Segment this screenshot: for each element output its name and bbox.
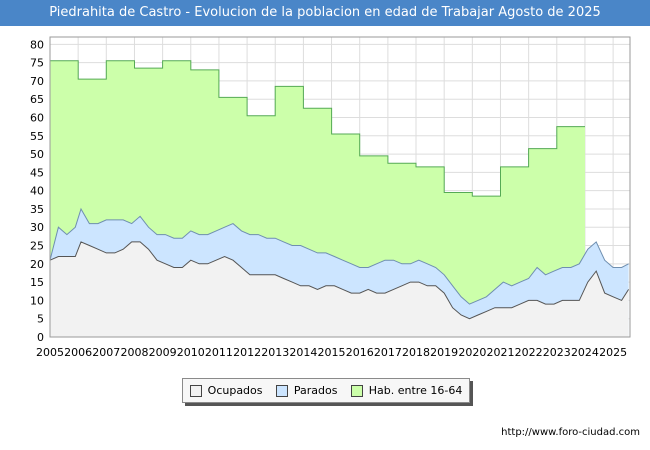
- chart-title: Piedrahita de Castro - Evolucion de la p…: [0, 0, 650, 26]
- x-tick-label-2005: 2005: [36, 346, 64, 359]
- y-tick-label-25: 25: [30, 240, 44, 253]
- y-tick-label-75: 75: [30, 57, 44, 70]
- legend-label-hab: Hab. entre 16-64: [368, 384, 463, 397]
- x-tick-label-2013: 2013: [261, 346, 289, 359]
- line-hab-entre-16-64: [50, 60, 585, 197]
- y-tick-label-45: 45: [30, 166, 44, 179]
- y-tick-label-60: 60: [30, 111, 44, 124]
- x-tick-label-2012: 2012: [233, 346, 261, 359]
- y-tick-label-20: 20: [30, 258, 44, 271]
- y-tick-label-0: 0: [37, 331, 44, 344]
- x-tick-label-2021: 2021: [486, 346, 514, 359]
- y-tick-label-40: 40: [30, 185, 44, 198]
- y-tick-label-5: 5: [37, 313, 44, 326]
- x-tick-label-2008: 2008: [120, 346, 148, 359]
- series-lines: [49, 60, 630, 320]
- x-tick-label-2020: 2020: [458, 346, 486, 359]
- legend-label-ocupados: Ocupados: [207, 384, 263, 397]
- y-tick-label-55: 55: [30, 130, 44, 143]
- y-tick-label-30: 30: [30, 221, 44, 234]
- area-ocupados: [50, 241, 629, 337]
- x-axis: 2005 2006 2007 2008 2009 2010 2011 2012 2013 2014…: [36, 346, 627, 359]
- y-axis: 0 5 10 15 20 25 30 35 40 45 50 55 60 65 70 75 80: [30, 38, 44, 344]
- legend-item-hab: Hab. entre 16-64: [350, 384, 463, 397]
- y-tick-label-10: 10: [30, 294, 44, 307]
- legend-swatch-parados: [275, 384, 288, 397]
- line-ocupados: [49, 241, 630, 320]
- legend-label-parados: Parados: [293, 384, 338, 397]
- x-tick-label-2014: 2014: [289, 346, 317, 359]
- x-tick-label-2010: 2010: [177, 346, 205, 359]
- x-tick-label-2022: 2022: [515, 346, 543, 359]
- x-tick-label-2024: 2024: [571, 346, 599, 359]
- x-tick-label-2011: 2011: [205, 346, 233, 359]
- x-tick-label-2007: 2007: [92, 346, 120, 359]
- series-areas: [50, 60, 629, 338]
- x-tick-label-2023: 2023: [543, 346, 571, 359]
- x-tick-label-2017: 2017: [374, 346, 402, 359]
- plot-frame: [49, 36, 631, 338]
- y-tick-label-80: 80: [30, 38, 44, 51]
- legend: Ocupados Parados Hab. entre 16-64: [182, 378, 470, 403]
- y-tick-label-15: 15: [30, 276, 44, 289]
- y-tick-label-35: 35: [30, 203, 44, 216]
- legend-item-parados: Parados: [275, 384, 338, 397]
- legend-item-ocupados: Ocupados: [189, 384, 263, 397]
- y-tick-label-70: 70: [30, 75, 44, 88]
- legend-swatch-hab: [350, 384, 363, 397]
- x-tick-label-2018: 2018: [402, 346, 430, 359]
- x-tick-label-2019: 2019: [430, 346, 458, 359]
- x-tick-label-2006: 2006: [64, 346, 92, 359]
- source-url: http://www.foro-ciudad.com: [501, 427, 640, 438]
- x-tick-label-2025: 2025: [599, 346, 627, 359]
- line-parados: [49, 207, 629, 305]
- y-tick-label-50: 50: [30, 148, 44, 161]
- x-tick-label-2016: 2016: [346, 346, 374, 359]
- x-tick-label-2015: 2015: [318, 346, 346, 359]
- y-tick-label-65: 65: [30, 93, 44, 106]
- x-tick-label-2009: 2009: [149, 346, 177, 359]
- legend-swatch-ocupados: [189, 384, 202, 397]
